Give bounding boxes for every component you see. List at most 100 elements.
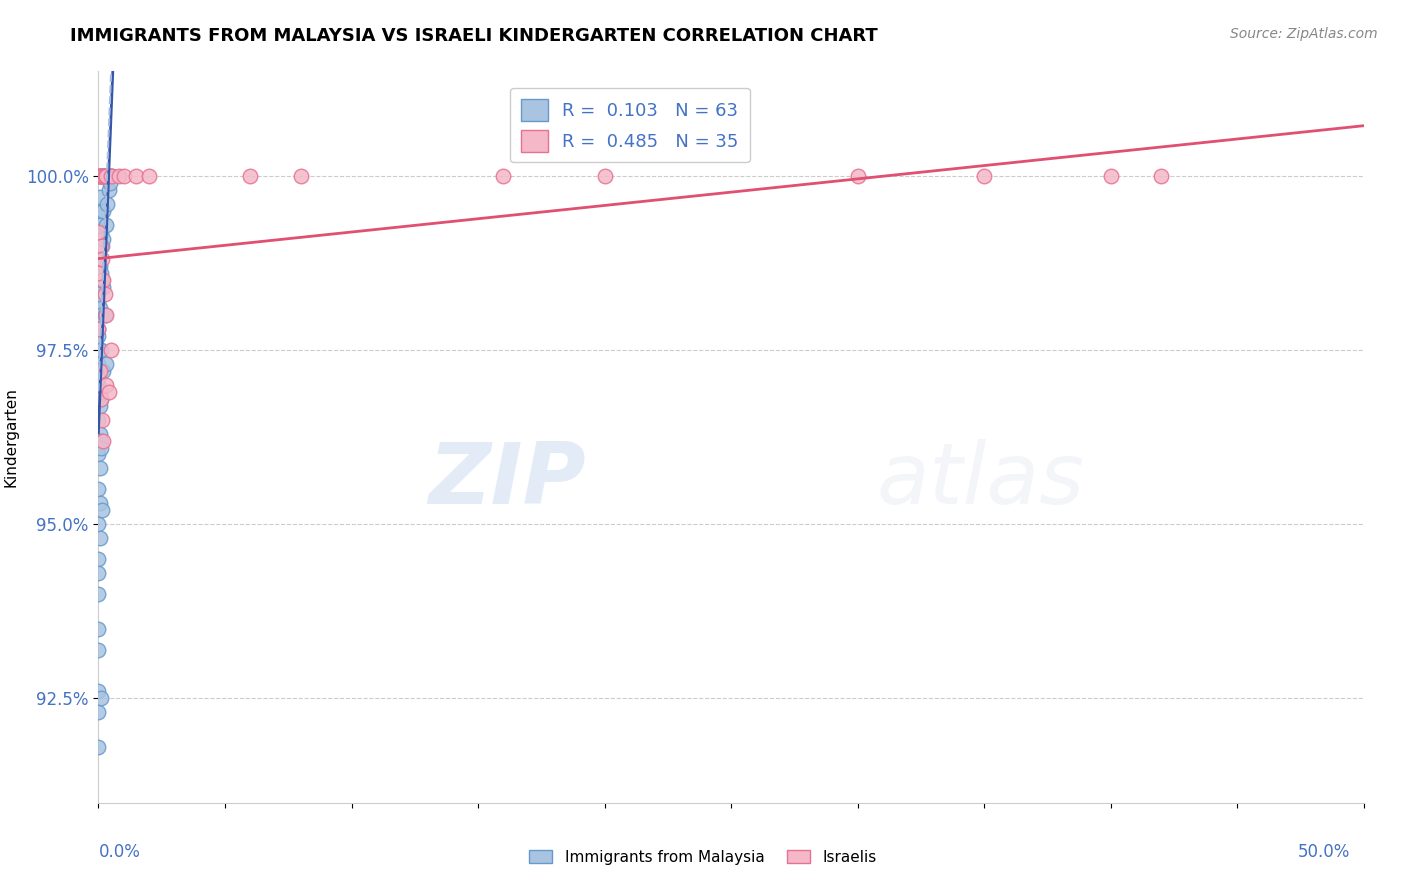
Text: Source: ZipAtlas.com: Source: ZipAtlas.com [1230, 27, 1378, 41]
Point [107, 169, 129, 183]
Point [93, 364, 115, 378]
Point [101, 169, 124, 183]
Point [93, 203, 115, 218]
Point [93, 169, 117, 183]
Point [100, 169, 122, 183]
Point [94, 308, 117, 322]
Point [89, 343, 111, 357]
Point [94, 169, 117, 183]
Text: IMMIGRANTS FROM MALAYSIA VS ISRAELI KINDERGARTEN CORRELATION CHART: IMMIGRANTS FROM MALAYSIA VS ISRAELI KIND… [70, 27, 879, 45]
Point [87, 705, 110, 719]
Point [1150, 169, 1173, 183]
Point [87, 357, 110, 371]
Point [98, 176, 121, 190]
Point [94, 169, 117, 183]
Point [89, 260, 111, 274]
Y-axis label: Kindergarten: Kindergarten [4, 387, 18, 487]
Point [90, 343, 112, 357]
Point [87, 740, 110, 755]
Text: 50.0%: 50.0% [1298, 843, 1350, 861]
Point [94, 377, 117, 392]
Point [91, 238, 114, 252]
Text: ZIP: ZIP [427, 440, 585, 523]
Point [90, 392, 112, 406]
Point [89, 461, 111, 475]
Point [93, 280, 115, 294]
Point [91, 412, 114, 426]
Point [90, 392, 112, 406]
Point [91, 252, 114, 267]
Point [87, 329, 110, 343]
Point [87, 448, 110, 462]
Point [593, 169, 616, 183]
Point [93, 231, 115, 245]
Point [87, 225, 110, 239]
Point [93, 287, 117, 301]
Point [91, 273, 114, 287]
Point [90, 691, 112, 706]
Point [90, 308, 112, 322]
Point [87, 371, 110, 385]
Point [87, 322, 110, 336]
Point [125, 169, 148, 183]
Text: atlas: atlas [877, 440, 1084, 523]
Point [93, 169, 115, 183]
Point [87, 566, 110, 580]
Point [90, 441, 112, 455]
Point [87, 169, 110, 183]
Point [87, 622, 110, 636]
Point [89, 190, 111, 204]
Point [87, 517, 110, 532]
Point [87, 203, 110, 218]
Point [87, 587, 110, 601]
Point [93, 273, 115, 287]
Point [290, 169, 312, 183]
Point [96, 169, 118, 183]
Point [93, 434, 115, 448]
Point [90, 238, 112, 252]
Point [90, 169, 112, 183]
Point [87, 252, 110, 267]
Point [89, 364, 111, 378]
Point [91, 503, 114, 517]
Point [138, 169, 160, 183]
Point [87, 169, 110, 183]
Point [90, 434, 112, 448]
Point [94, 357, 117, 371]
Point [97, 169, 120, 183]
Point [94, 218, 117, 232]
Point [87, 266, 110, 280]
Point [100, 169, 122, 183]
Point [112, 169, 135, 183]
Point [89, 169, 111, 183]
Point [93, 169, 115, 183]
Point [87, 642, 110, 657]
Point [89, 384, 111, 399]
Point [492, 169, 515, 183]
Point [87, 684, 110, 698]
Point [97, 384, 120, 399]
Point [87, 377, 110, 392]
Point [1099, 169, 1122, 183]
Point [87, 552, 110, 566]
Point [96, 196, 118, 211]
Point [239, 169, 262, 183]
Point [91, 169, 114, 183]
Text: 0.0%: 0.0% [98, 843, 141, 861]
Point [846, 169, 869, 183]
Point [89, 399, 111, 413]
Legend: Immigrants from Malaysia, Israelis: Immigrants from Malaysia, Israelis [523, 844, 883, 871]
Point [87, 483, 110, 497]
Point [87, 294, 110, 309]
Point [89, 426, 111, 441]
Point [93, 169, 117, 183]
Point [100, 343, 122, 357]
Point [87, 322, 110, 336]
Point [93, 308, 117, 322]
Point [89, 301, 111, 316]
Point [87, 412, 110, 426]
Point [87, 287, 110, 301]
Point [89, 496, 111, 510]
Point [91, 169, 114, 183]
Legend: R =  0.103   N = 63, R =  0.485   N = 35: R = 0.103 N = 63, R = 0.485 N = 35 [510, 87, 749, 162]
